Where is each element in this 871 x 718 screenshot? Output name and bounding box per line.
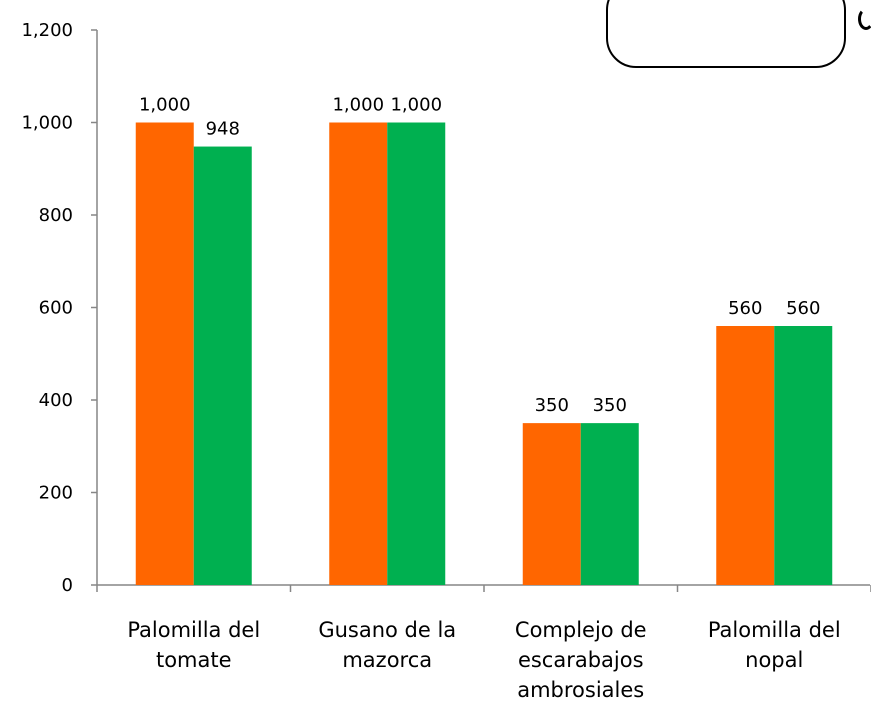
y-tick-label: 200 <box>39 483 73 504</box>
bar <box>193 146 252 586</box>
category-label: Palomilla del tomate <box>127 618 260 672</box>
bar <box>774 326 833 585</box>
chart-labels: 0 200 400 600 800 1,000 1,200 1,000 948 Palomilla… <box>21 20 840 702</box>
bar <box>580 423 639 585</box>
data-label: 1,000 <box>332 95 384 116</box>
y-tick-label: 600 <box>39 298 73 319</box>
category-label: Gusano de la mazorca <box>318 618 456 672</box>
category-label: Complejo de escarabajos ambrosiales <box>515 618 647 702</box>
chart-bars <box>135 122 833 586</box>
y-tick-label: 0 <box>62 575 73 596</box>
data-label: 350 <box>593 395 627 416</box>
bar <box>716 326 775 585</box>
data-label: 560 <box>728 298 762 319</box>
legend-box <box>606 0 846 68</box>
bar <box>522 423 581 585</box>
data-label: 1,000 <box>139 95 191 116</box>
bar <box>135 122 194 585</box>
y-tick-label: 1,200 <box>21 20 73 41</box>
data-label: 948 <box>206 119 240 140</box>
bar <box>387 122 446 585</box>
data-label: 350 <box>535 395 569 416</box>
y-tick-label: 1,000 <box>21 113 73 134</box>
cropped-letter-glyph <box>858 8 871 30</box>
data-label: 560 <box>786 298 820 319</box>
y-tick-label: 800 <box>39 205 73 226</box>
category-label: Palomilla del nopal <box>708 618 841 672</box>
data-label: 1,000 <box>390 95 442 116</box>
bar <box>329 122 388 585</box>
y-tick-label: 400 <box>39 390 73 411</box>
